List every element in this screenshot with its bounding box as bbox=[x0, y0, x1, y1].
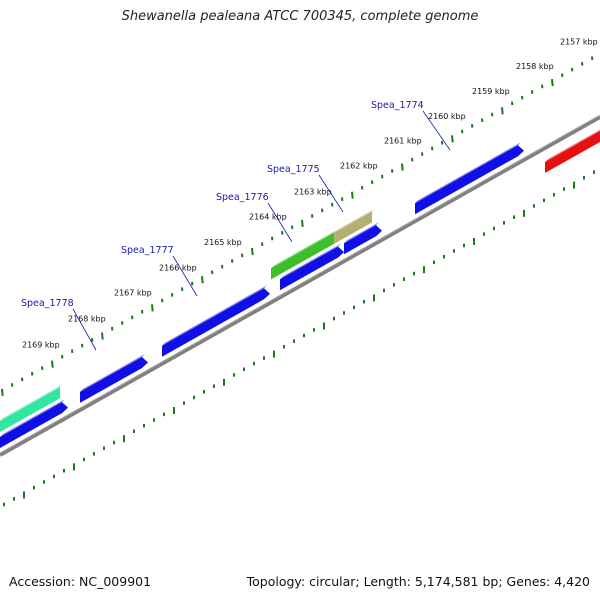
genome-backbone-highlight bbox=[0, 114, 600, 454]
genome-backbone bbox=[0, 115, 600, 457]
gene-cds-spea-1777 bbox=[162, 285, 270, 357]
kbp-tick-labels: 2157 kbp 2158 kbp 2159 kbp 2160 kbp 2161 kbp… bbox=[22, 37, 598, 349]
tick-label: 2164 kbp bbox=[249, 213, 287, 222]
tick-label: 2160 kbp bbox=[428, 112, 466, 121]
tick-label: 2158 kbp bbox=[516, 62, 554, 71]
tick-label: 2163 kbp bbox=[294, 187, 332, 196]
gene-cds-olive bbox=[334, 208, 375, 244]
tick-mark bbox=[51, 360, 54, 368]
gene-cds-red bbox=[545, 129, 600, 174]
gene-cds-spea-1775-lower bbox=[344, 222, 382, 255]
accession-text: Accession: NC_009901 bbox=[9, 574, 152, 589]
tick-mark bbox=[251, 247, 254, 256]
svg-text:Spea_1776: Spea_1776 bbox=[216, 192, 269, 203]
tick-label: 2165 kbp bbox=[204, 238, 242, 247]
gene-label: Spea_1778 bbox=[21, 298, 97, 351]
tick-label: 2168 kbp bbox=[68, 315, 106, 324]
map-title: Shewanella pealeana ATCC 700345, complet… bbox=[121, 9, 479, 24]
tick-label: 2157 kbp bbox=[560, 37, 598, 46]
tick-mark bbox=[201, 276, 204, 284]
svg-text:Spea_1777: Spea_1777 bbox=[121, 245, 174, 256]
gene-cds-green bbox=[271, 229, 337, 280]
outer-tick-ring bbox=[1, 56, 594, 396]
tick-mark bbox=[301, 219, 304, 227]
tick-mark bbox=[451, 135, 454, 143]
gene-label: Spea_1774 bbox=[371, 100, 451, 151]
tick-label: 2162 kbp bbox=[340, 161, 378, 170]
svg-text:Spea_1775: Spea_1775 bbox=[267, 164, 320, 175]
tick-label: 2169 kbp bbox=[22, 340, 60, 349]
tick-mark bbox=[501, 107, 504, 115]
gene-cds-spea-1776-lower bbox=[280, 243, 344, 291]
tick-mark bbox=[401, 163, 404, 171]
tick-label: 2167 kbp bbox=[114, 289, 152, 298]
gene-label: Spea_1775 bbox=[267, 164, 344, 213]
tick-mark bbox=[101, 332, 104, 340]
gene-cds-left bbox=[0, 399, 68, 448]
tick-label: 2161 kbp bbox=[384, 137, 422, 146]
gene-features bbox=[0, 129, 600, 448]
gene-cds-spea-1774 bbox=[415, 142, 524, 215]
tick-mark bbox=[151, 304, 154, 312]
gene-cds-teal bbox=[0, 384, 63, 432]
gene-label: Spea_1776 bbox=[216, 192, 293, 243]
gene-label: Spea_1777 bbox=[121, 245, 198, 297]
genome-summary-text: Topology: circular; Length: 5,174,581 bp… bbox=[246, 574, 590, 589]
tick-mark bbox=[351, 191, 354, 199]
tick-label: 2159 kbp bbox=[472, 87, 510, 96]
tick-label: 2166 kbp bbox=[159, 263, 197, 272]
gene-labels: Spea_1774 Spea_1775 Spea_1776 Spea_1777 Spea… bbox=[21, 100, 451, 351]
gene-cds-spea-1778 bbox=[80, 354, 148, 403]
tick-mark bbox=[551, 78, 554, 87]
svg-text:Spea_1774: Spea_1774 bbox=[371, 100, 424, 111]
inner-tick-ring bbox=[3, 170, 595, 507]
tick-mark bbox=[1, 388, 4, 396]
svg-text:Spea_1778: Spea_1778 bbox=[21, 298, 74, 309]
